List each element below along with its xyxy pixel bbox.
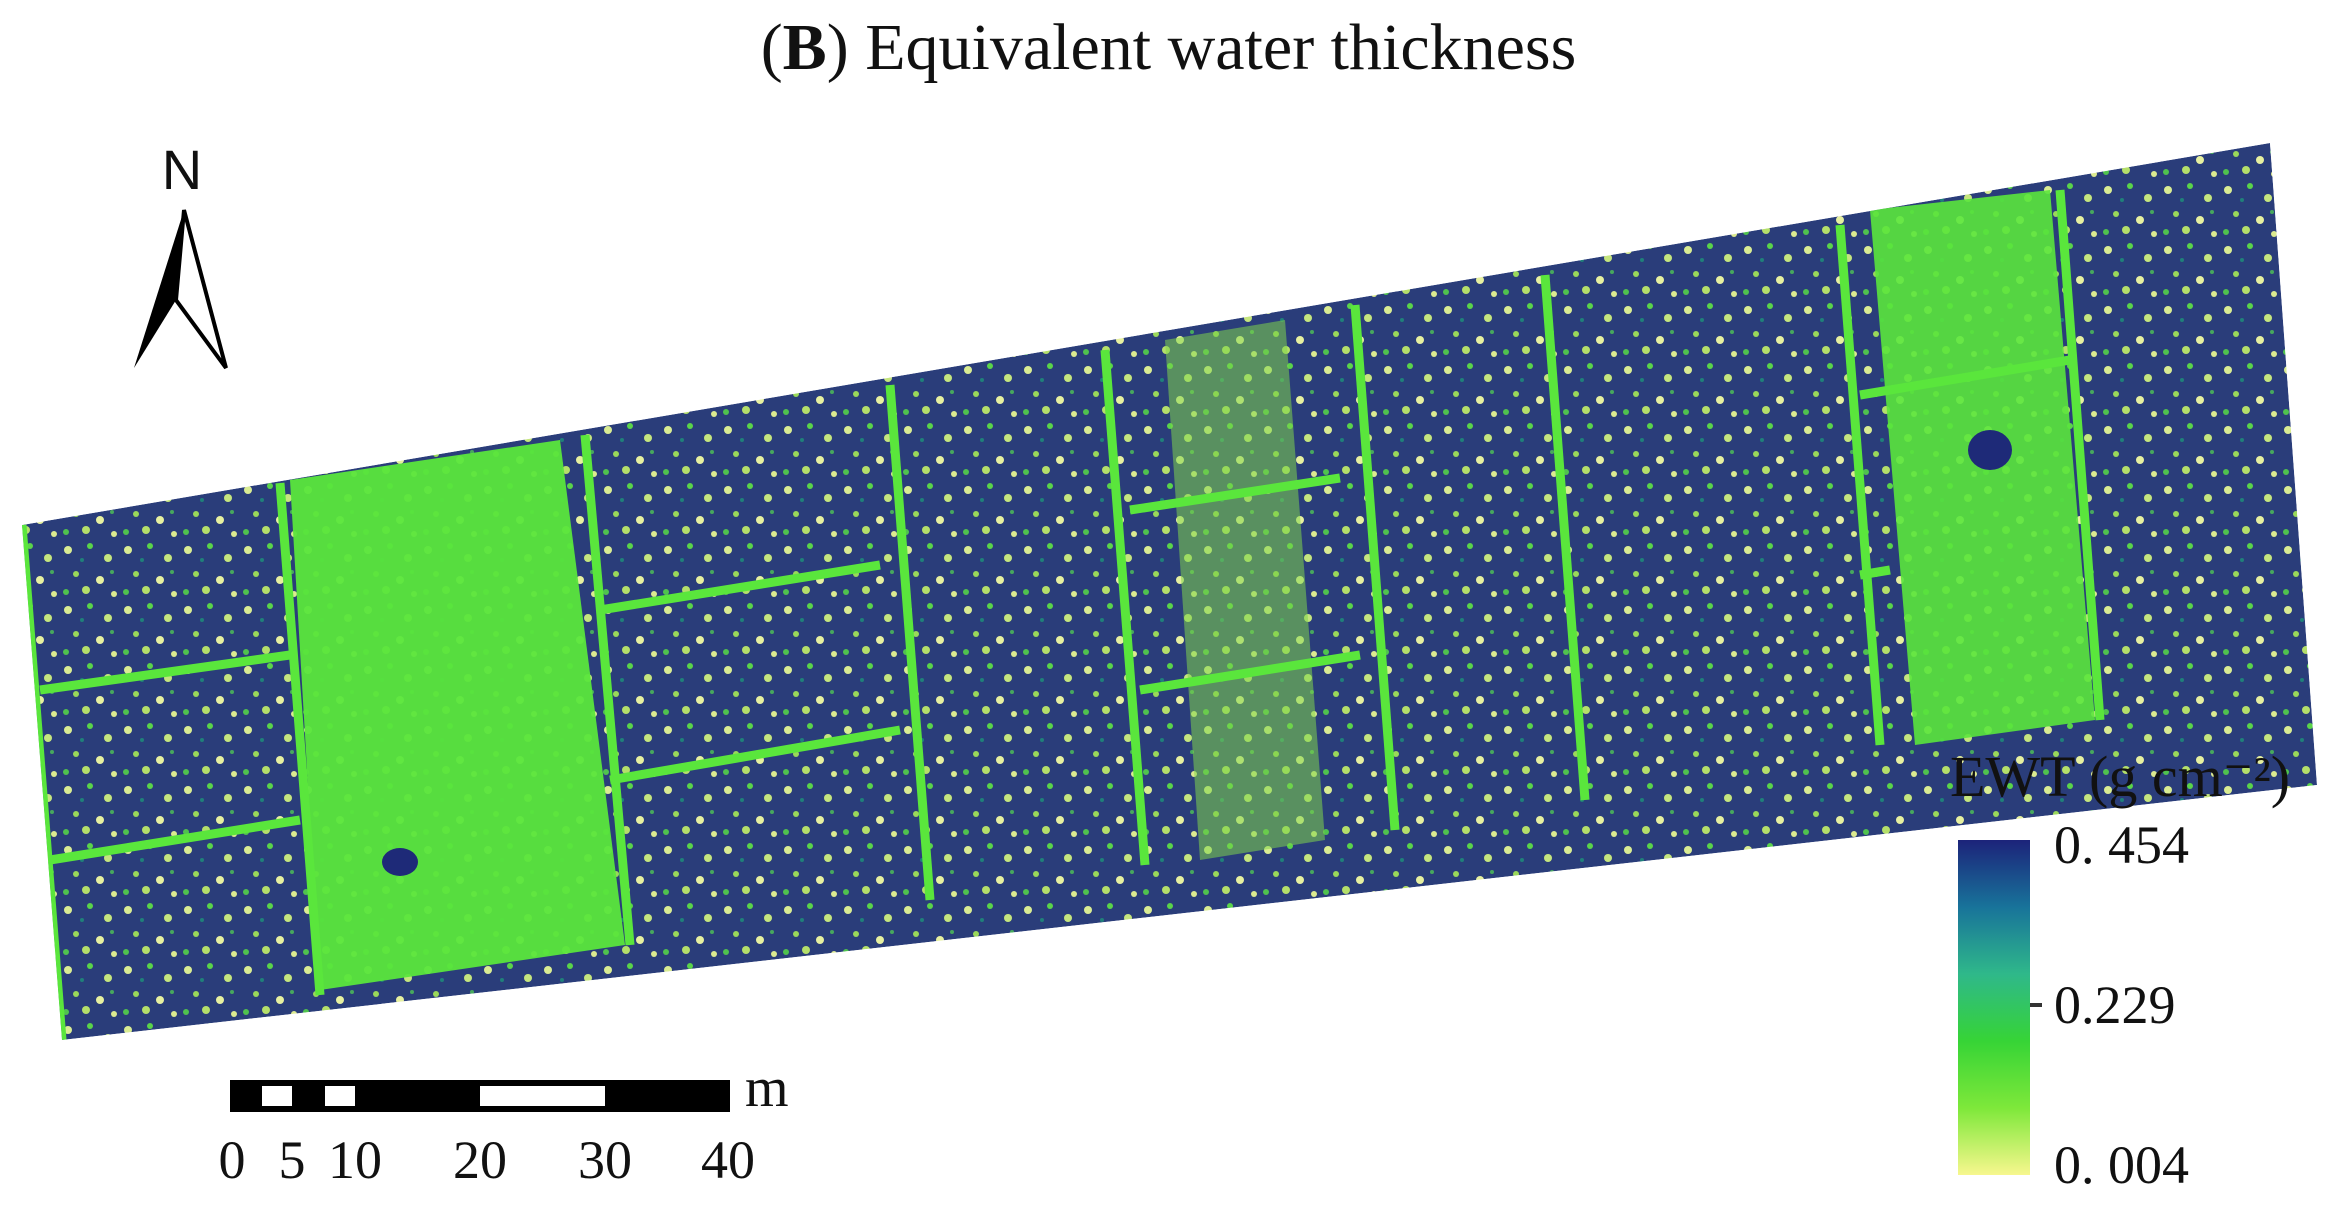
map-title: (B) Equivalent water thickness [760, 11, 1577, 84]
north-arrow-left-half [134, 210, 184, 368]
title-text: Equivalent water thickness [865, 11, 1577, 84]
north-label: N [161, 138, 203, 201]
north-arrow-right-half [173, 209, 228, 370]
dark-spot-2 [1968, 430, 2012, 470]
legend-colorbar [1958, 840, 2030, 1175]
field-map [22, 143, 2317, 1040]
scale-label-40: 40 [701, 1130, 755, 1190]
legend-tick-mid: 0.229 [2054, 975, 2176, 1035]
scale-label-20: 20 [453, 1130, 507, 1190]
scale-label-0: 0 [218, 1130, 246, 1190]
dark-spot-1 [382, 848, 418, 876]
field-boundary-lines [22, 189, 2105, 1040]
panel-letter: B [782, 11, 827, 84]
scale-unit: m [745, 1057, 789, 1119]
north-arrow [134, 209, 228, 370]
scale-label-30: 30 [578, 1130, 632, 1190]
scale-label-5: 5 [278, 1130, 306, 1190]
bright-plot-1 [290, 440, 625, 990]
scale-label-10: 10 [328, 1130, 382, 1190]
scale-bar [230, 1080, 730, 1112]
legend-tick-min: 0. 004 [2054, 1135, 2189, 1195]
bright-plot-2 [1165, 320, 1325, 860]
legend-tick-max: 0. 454 [2054, 815, 2189, 875]
legend-title: EWT (g cm⁻²) [1950, 744, 2291, 809]
